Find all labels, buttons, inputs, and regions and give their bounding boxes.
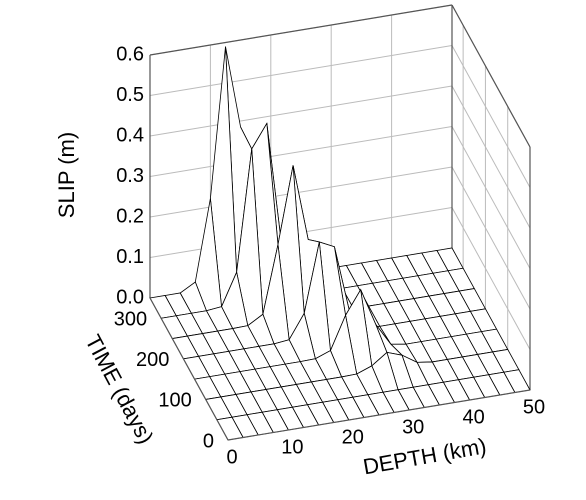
z-tick-label: 0.1 bbox=[116, 246, 144, 268]
y-tick-label: 300 bbox=[114, 309, 147, 331]
y-tick-label: 100 bbox=[158, 390, 191, 412]
back-wall-grid-line bbox=[149, 166, 453, 218]
z-tick-label: 0.3 bbox=[116, 165, 144, 187]
right-wall-grid-line bbox=[451, 207, 531, 350]
x-tick-label: 10 bbox=[281, 436, 303, 458]
y-tick-label: 200 bbox=[136, 349, 169, 371]
axis-edge bbox=[227, 389, 531, 441]
right-wall-grid-line bbox=[451, 126, 531, 269]
z-tick-label: 0.0 bbox=[116, 286, 144, 308]
z-tick-label: 0.2 bbox=[116, 205, 144, 227]
z-axis-title: SLIP (m) bbox=[54, 132, 79, 218]
back-wall-grid-line bbox=[149, 126, 453, 177]
axis-edge bbox=[451, 4, 531, 148]
back-wall-grid-line bbox=[149, 45, 453, 96]
z-tick-label: 0.5 bbox=[116, 84, 144, 106]
x-tick-label: 50 bbox=[523, 396, 545, 418]
x-tick-label: 40 bbox=[462, 406, 484, 428]
z-tick-label: 0.4 bbox=[116, 124, 144, 146]
y-axis-title: TIME (days) bbox=[80, 330, 158, 448]
axis-edge bbox=[149, 297, 229, 441]
right-wall-grid-line bbox=[451, 85, 531, 229]
z-tick-label: 0.6 bbox=[116, 43, 144, 65]
back-wall-grid-line bbox=[149, 85, 453, 137]
y-tick-label: 0 bbox=[203, 430, 214, 452]
x-tick-label: 30 bbox=[402, 416, 424, 438]
x-tick-label: 20 bbox=[342, 426, 364, 448]
right-wall-grid-line bbox=[451, 166, 531, 310]
axis-edge bbox=[149, 4, 453, 56]
right-wall-grid-line bbox=[451, 45, 531, 188]
x-tick-label: 0 bbox=[226, 446, 237, 468]
x-axis-title: DEPTH (km) bbox=[361, 433, 488, 479]
